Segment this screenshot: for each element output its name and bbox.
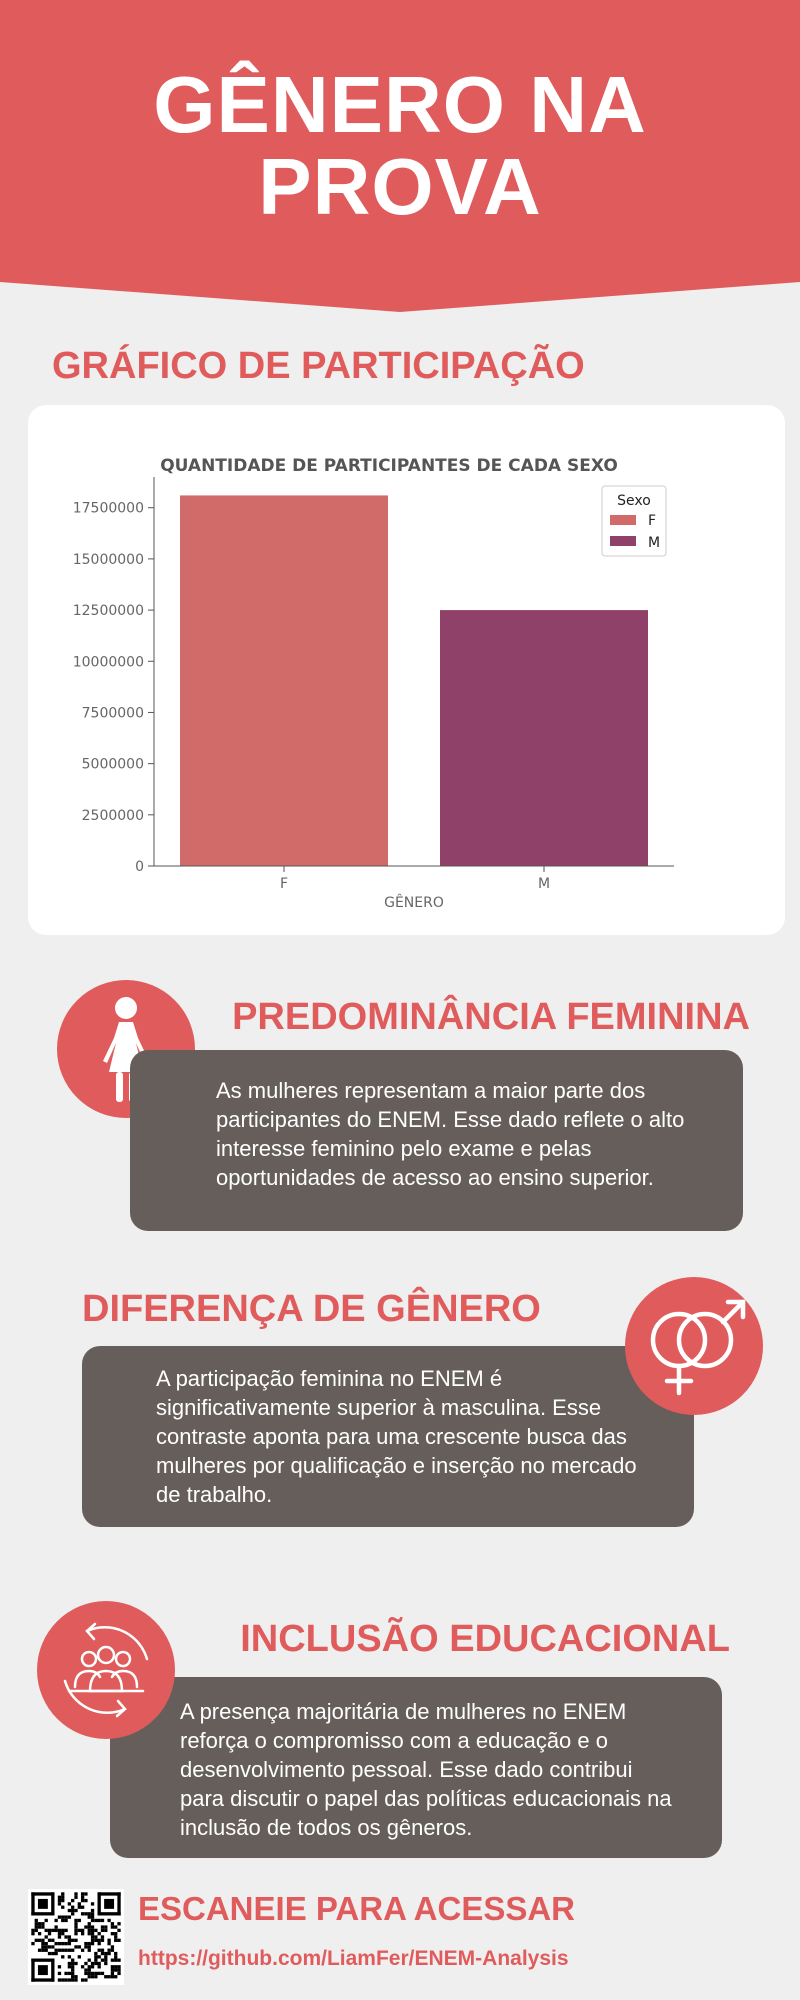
y-tick-label: 7500000 (82, 705, 144, 721)
scan-title: ESCANEIE PARA ACESSAR (138, 1890, 576, 1927)
page-title-line-2: PROVA (258, 142, 542, 231)
page-title: GÊNERO NA PROVA (0, 64, 800, 228)
legend-title: Sexo (617, 493, 651, 509)
section-text-predominancia: As mulheres representam a maior parte do… (216, 1078, 685, 1190)
y-tick-label: 10000000 (73, 654, 144, 670)
participation-bar-chart: QUANTIDADE DE PARTICIPANTES DE CADA SEXO… (73, 456, 674, 911)
section-box-diferenca: A participação feminina no ENEM é signif… (82, 1346, 694, 1527)
y-tick-label: 17500000 (73, 501, 144, 517)
x-tick-label: F (280, 876, 288, 892)
bar-f (180, 495, 388, 866)
repository-link[interactable]: https://github.com/LiamFer/ENEM-Analysis (138, 1947, 569, 1970)
section-box-predominancia: As mulheres representam a maior parte do… (130, 1050, 743, 1231)
section-text-diferenca: A participação feminina no ENEM é signif… (156, 1366, 637, 1507)
chart-card: QUANTIDADE DE PARTICIPANTES DE CADA SEXO… (28, 405, 785, 935)
chart-title: QUANTIDADE DE PARTICIPANTES DE CADA SEXO (160, 456, 618, 476)
header-banner: GÊNERO NA PROVA (0, 0, 800, 312)
legend-swatch-f (610, 515, 636, 525)
y-tick-label: 15000000 (73, 552, 144, 568)
qr-code-icon[interactable] (28, 1889, 124, 1985)
section-heading-diferenca: DIFERENÇA DE GÊNERO (82, 1288, 541, 1330)
page-title-line-1: GÊNERO NA (153, 60, 647, 149)
group-inclusion-icon (63, 1622, 149, 1718)
header-background (0, 0, 800, 312)
group-inclusion-icon-circle (37, 1601, 175, 1739)
section-heading-inclusao: INCLUSÃO EDUCACIONAL (240, 1618, 730, 1660)
x-tick-label: M (538, 876, 550, 892)
chart-section-heading: GRÁFICO DE PARTICIPAÇÃO (52, 345, 585, 387)
section-text-inclusao: A presença majoritária de mulheres no EN… (180, 1699, 672, 1840)
legend-swatch-m (610, 536, 636, 546)
legend-label-m: M (648, 535, 660, 551)
y-tick-label: 12500000 (73, 603, 144, 619)
bar-m (440, 610, 648, 866)
chart-legend: Sexo F M (601, 485, 667, 557)
y-tick-label: 0 (135, 859, 144, 875)
x-axis-label: GÊNERO (384, 893, 444, 911)
gender-symbols-icon-circle (625, 1277, 763, 1415)
y-tick-label: 5000000 (82, 757, 144, 773)
section-heading-predominancia: PREDOMINÂNCIA FEMININA (232, 996, 750, 1038)
legend-label-f: F (648, 513, 656, 529)
qr-code-graphic (31, 1892, 121, 1982)
gender-symbols-icon (650, 1299, 746, 1396)
section-box-inclusao: A presença majoritária de mulheres no EN… (110, 1677, 722, 1858)
y-tick-label: 2500000 (82, 808, 144, 824)
